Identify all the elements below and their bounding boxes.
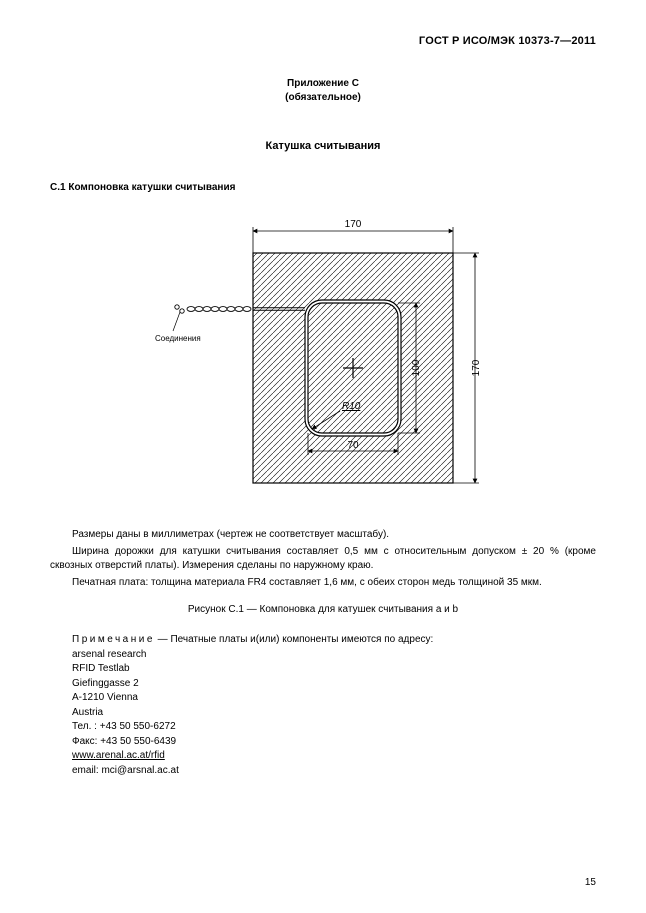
svg-text:Соединения: Соединения <box>155 334 201 343</box>
note-lead: Примечание — Печатные платы и(или) компо… <box>72 633 596 648</box>
svg-text:170: 170 <box>471 359 482 376</box>
coil-diagram: 170 170 70 100 R10 Соединения <box>153 213 493 503</box>
body-p3: Печатная плата: толщина материала FR4 со… <box>50 576 596 591</box>
standard-header: ГОСТ Р ИСО/МЭК 10373-7—2011 <box>50 35 596 47</box>
section-heading: С.1 Компоновка катушки считывания <box>50 182 596 193</box>
svg-text:70: 70 <box>347 440 359 451</box>
note-line: RFID Testlab <box>72 662 596 677</box>
note-block: Примечание — Печатные платы и(или) компо… <box>72 633 596 778</box>
svg-text:R10: R10 <box>342 401 361 412</box>
annex-block: Приложение С (обязательное) <box>50 77 596 105</box>
annex-line1: Приложение С <box>50 77 596 91</box>
body-p1: Размеры даны в миллиметрах (чертеж не со… <box>50 528 596 543</box>
annex-line2: (обязательное) <box>50 91 596 105</box>
note-email: email: mci@arsnal.ac.at <box>72 764 596 779</box>
body-p2: Ширина дорожки для катушки считывания со… <box>50 545 596 574</box>
svg-text:170: 170 <box>345 219 362 230</box>
note-line: Тел. : +43 50 550-6272 <box>72 720 596 735</box>
note-line: Giefinggasse 2 <box>72 677 596 692</box>
svg-text:100: 100 <box>411 359 422 376</box>
note-line: Austria <box>72 706 596 721</box>
figure-caption: Рисунок С.1 — Компоновка для катушек счи… <box>50 604 596 615</box>
note-line: A-1210 Vienna <box>72 691 596 706</box>
page-title: Катушка считывания <box>50 140 596 152</box>
note-line: Факс: +43 50 550-6439 <box>72 735 596 750</box>
note-lead-rest: — Печатные платы и(или) компоненты имеют… <box>155 634 433 645</box>
page: ГОСТ Р ИСО/МЭК 10373-7—2011 Приложение С… <box>0 0 646 913</box>
body-text: Размеры даны в миллиметрах (чертеж не со… <box>50 528 596 590</box>
figure-container: 170 170 70 100 R10 Соединения <box>50 213 596 508</box>
page-number: 15 <box>585 877 596 888</box>
note-lead-word: Примечание <box>72 634 155 645</box>
note-line: arsenal research <box>72 648 596 663</box>
note-url[interactable]: www.arenal.ac.at/rfid <box>72 750 165 761</box>
